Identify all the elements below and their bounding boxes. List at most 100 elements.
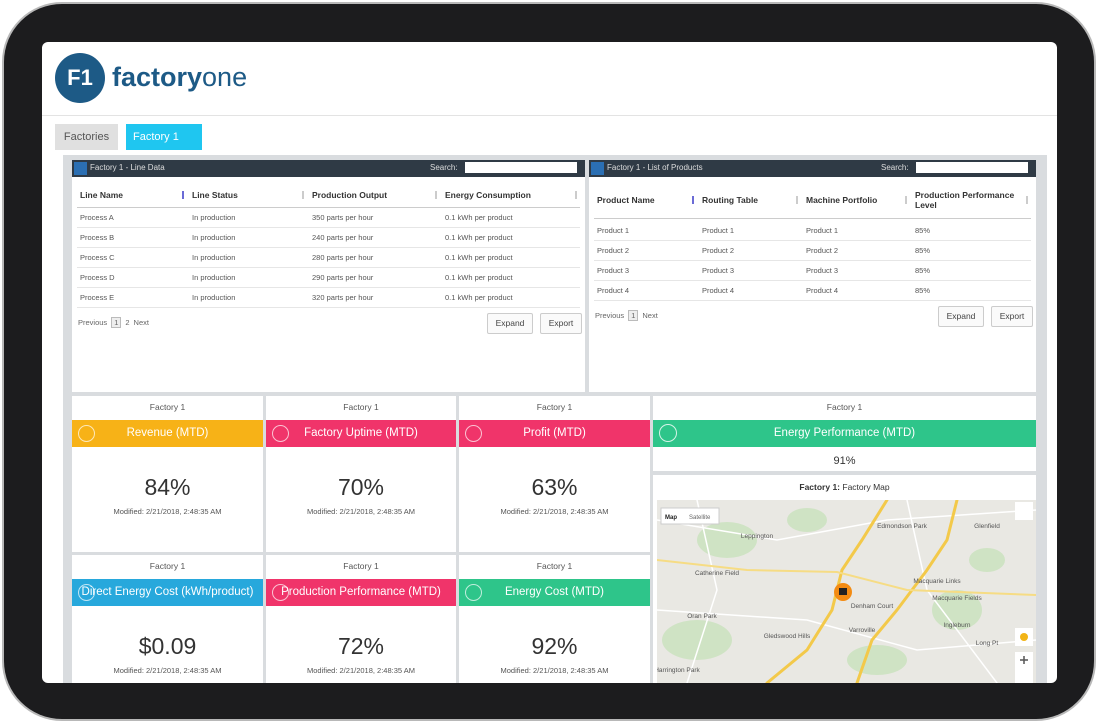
table-cell: Product 3 <box>597 266 630 275</box>
energy-card: Factory 1 Energy Performance (MTD) 91% <box>653 396 1036 471</box>
map[interactable]: Leppington Edmondson Park Glenfield Catheri… <box>657 500 1036 683</box>
map-place-label: Catherine Field <box>695 570 739 577</box>
row-divider <box>77 287 580 288</box>
tab-label: Factory 1 <box>133 131 179 143</box>
kpi-card: Factory 1 Factory Uptime (MTD) 70% Modified… <box>266 396 456 552</box>
panel-icon <box>591 162 604 175</box>
energy-value: 91% <box>833 455 856 467</box>
pager-next[interactable]: Next <box>133 318 149 327</box>
button[interactable]: Expand <box>487 313 533 334</box>
kpi-modified: Modified: 2/21/2018, 2:48:35 AM <box>500 507 609 516</box>
kpi-factory: Factory 1 <box>149 561 186 571</box>
table-cell: Product 4 <box>597 286 630 295</box>
marker-icon <box>839 588 847 595</box>
header-divider <box>42 115 1057 116</box>
kpi-factory: Factory 1 <box>149 402 186 412</box>
kpi-value: 92% <box>531 633 578 659</box>
map-park <box>847 645 907 675</box>
kpi-title: Energy Cost (MTD) <box>504 586 605 598</box>
button[interactable]: Export <box>540 313 582 334</box>
table-panel: Factory 1 - List of Products Search: Produ… <box>589 160 1036 392</box>
energy-icon <box>659 424 677 442</box>
table-cell: Process A <box>80 213 114 222</box>
search-label: Search: <box>881 163 909 172</box>
map-road <box>657 509 1036 541</box>
map-type-button: Map <box>665 515 677 521</box>
sort-icon <box>182 190 184 199</box>
pager-page[interactable]: 2 <box>125 318 130 327</box>
header-divider <box>594 218 1031 219</box>
logo-brand-suffix: one <box>202 62 248 92</box>
table-cell: 85% <box>915 246 931 255</box>
pager-previous[interactable]: Previous <box>78 318 108 327</box>
kpi-icon <box>272 425 289 442</box>
kpi-factory: Factory 1 <box>536 402 573 412</box>
kpi-value: 84% <box>144 474 191 500</box>
pager-page[interactable]: 1 <box>628 310 639 321</box>
column-header: Line Status <box>192 189 238 200</box>
row-divider <box>77 247 580 248</box>
pager: Previous 1 Next <box>595 310 658 321</box>
sort-icon <box>796 196 798 204</box>
table-cell: 240 parts per hour <box>312 233 374 242</box>
row-divider <box>77 227 580 228</box>
kpi-card: Factory 1 Profit (MTD) 63% Modified: 2/21/2… <box>459 396 650 552</box>
sort-icon <box>435 190 437 199</box>
map-place-label: Leppington <box>741 533 774 540</box>
tab[interactable]: Factories <box>55 124 118 150</box>
kpi-icon <box>78 584 95 601</box>
kpi-bar: Revenue (MTD) <box>72 420 263 447</box>
column-header: Production Output <box>312 189 388 200</box>
table-panel: Factory 1 - Line Data Search: Line Name Lin… <box>72 160 585 392</box>
kpi-title: Direct Energy Cost (kWh/product) <box>81 586 254 598</box>
pager-page[interactable]: 1 <box>111 317 122 328</box>
table-cell: 85% <box>915 266 931 275</box>
map-park <box>662 620 732 660</box>
map-place-label: Harrington Park <box>657 667 701 674</box>
map-place-label: Denham Court <box>851 603 893 610</box>
panel-header: Factory 1 - Line Data Search: <box>72 160 585 177</box>
sort-icon <box>905 196 907 204</box>
kpi-factory: Factory 1 <box>343 561 379 571</box>
button[interactable]: Expand <box>938 306 984 327</box>
column-header: Machine Portfolio <box>806 195 878 205</box>
kpi-title: Revenue (MTD) <box>126 427 209 439</box>
pager-previous[interactable]: Previous <box>595 311 625 320</box>
table-cell: Product 4 <box>702 286 735 295</box>
column-header: Routing Table <box>702 195 759 205</box>
column-header: Line Name <box>80 189 123 200</box>
button[interactable]: Export <box>991 306 1033 327</box>
map-place-label: Macquarie Fields <box>932 595 982 602</box>
table-cell: 85% <box>915 286 931 295</box>
map-place-label: Varroville <box>849 627 876 634</box>
kpi-title: Profit (MTD) <box>523 427 586 439</box>
kpi-modified: Modified: 2/21/2018, 2:48:35 AM <box>500 666 609 675</box>
row-divider <box>77 267 580 268</box>
kpi-bar: Energy Cost (MTD) <box>459 579 650 606</box>
sort-icon <box>575 190 577 199</box>
map-road <box>657 609 1036 651</box>
pegman <box>1020 633 1028 641</box>
kpi-bar: Factory Uptime (MTD) <box>266 420 456 447</box>
column-header: Production Performance Level <box>915 190 1015 210</box>
kpi-icon <box>465 425 482 442</box>
search-label: Search: <box>430 163 458 172</box>
energy-factory: Factory 1 <box>826 402 863 412</box>
map-road <box>686 500 718 683</box>
search-input[interactable] <box>465 162 577 173</box>
map-place-label: Gledswood Hills <box>764 633 811 640</box>
kpi-modified: Modified: 2/21/2018, 2:48:35 AM <box>307 507 415 516</box>
table-cell: Product 2 <box>806 246 839 255</box>
map-place-label: Oran Park <box>687 613 717 620</box>
map-type-button: Satellite <box>689 515 711 521</box>
pager-next[interactable]: Next <box>642 311 658 320</box>
table-cell: Product 2 <box>597 246 630 255</box>
column-header: Energy Consumption <box>445 189 531 200</box>
energy-title: Energy Performance (MTD) <box>773 427 916 439</box>
tab-active[interactable]: Factory 1 <box>126 124 202 150</box>
table-cell: Product 4 <box>806 286 839 295</box>
kpi-card: Factory 1 Energy Cost (MTD) 92% Modified: 2… <box>459 555 650 683</box>
row-divider <box>594 280 1031 281</box>
sort-icon <box>302 190 304 199</box>
search-input[interactable] <box>916 162 1028 173</box>
